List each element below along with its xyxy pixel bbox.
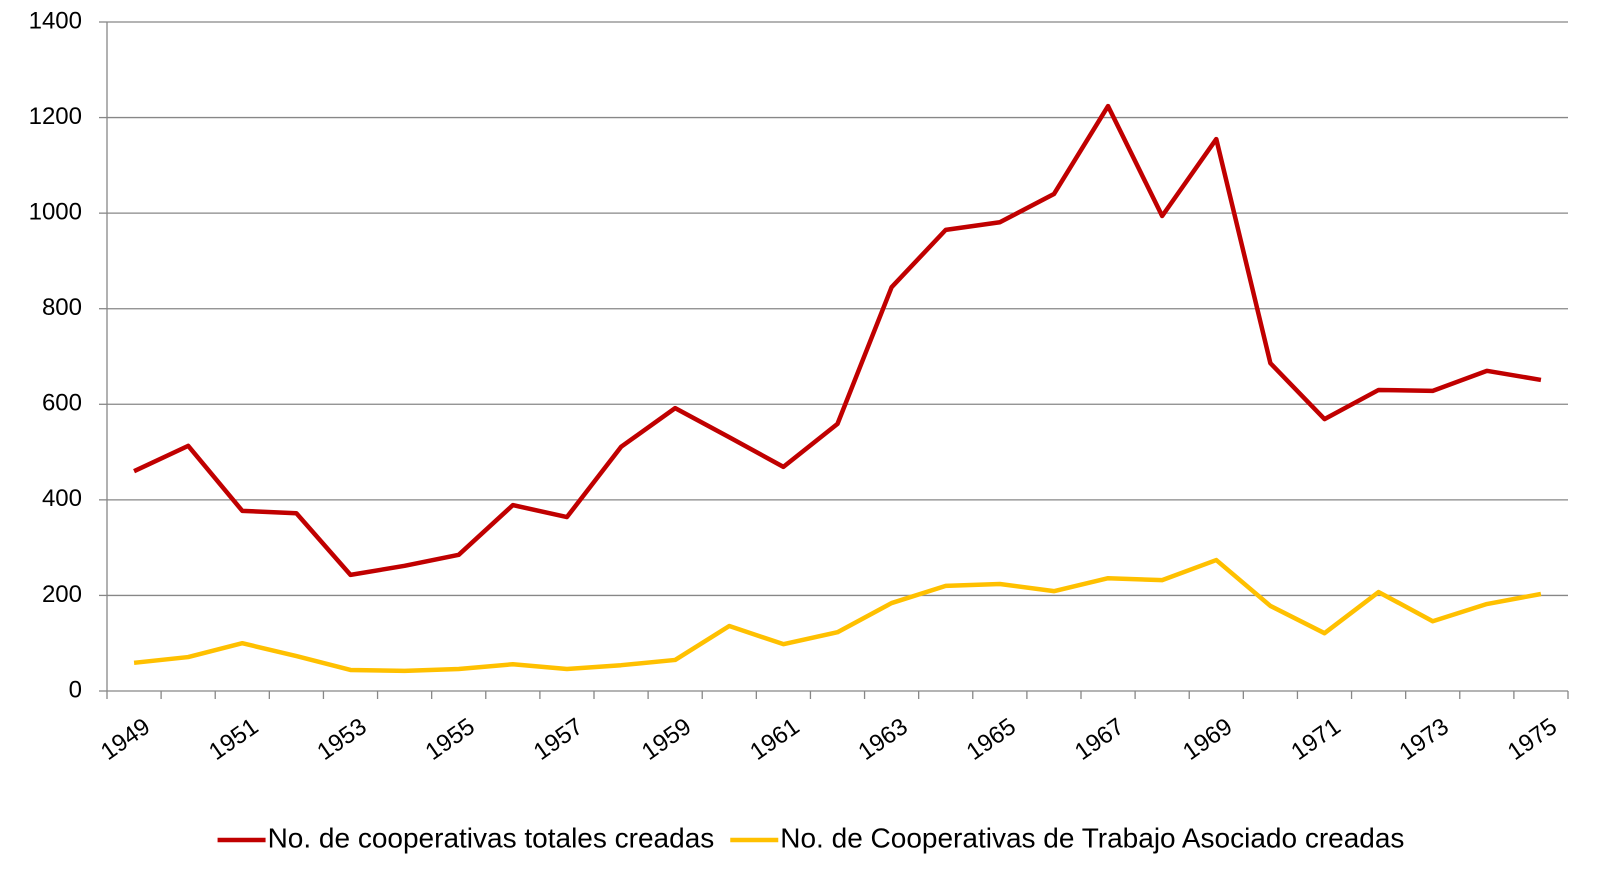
x-tick-label: 1969 <box>1178 713 1237 766</box>
x-tick-label: 1953 <box>312 713 371 766</box>
x-tick-label: 1973 <box>1395 713 1454 766</box>
legend-label: No. de cooperativas totales creadas <box>268 822 715 853</box>
data-line <box>133 103 1542 578</box>
x-tick-label: 1949 <box>96 713 155 766</box>
y-tick-label: 800 <box>42 294 82 321</box>
y-tick-label: 600 <box>42 390 82 417</box>
x-tick-label: 1967 <box>1070 713 1129 766</box>
y-tick-label: 400 <box>42 485 82 512</box>
y-tick-label: 1200 <box>29 103 82 130</box>
y-tick-label: 0 <box>69 676 82 703</box>
y-tick-label: 1400 <box>29 7 82 34</box>
x-tick-label: 1959 <box>637 713 696 766</box>
x-tick-label: 1955 <box>421 713 480 766</box>
data-line <box>133 557 1542 674</box>
y-tick-label: 1000 <box>29 198 82 225</box>
x-tick-label: 1971 <box>1286 713 1345 766</box>
x-tick-label: 1965 <box>962 713 1021 766</box>
x-tick-label: 1961 <box>745 713 804 766</box>
legend-label: No. de Cooperativas de Trabajo Asociado … <box>780 822 1404 853</box>
x-tick-label: 1963 <box>853 713 912 766</box>
y-tick-label: 200 <box>42 581 82 608</box>
x-tick-label: 1951 <box>204 713 263 766</box>
x-tick-label: 1975 <box>1503 713 1562 766</box>
x-tick-label: 1957 <box>529 713 588 766</box>
